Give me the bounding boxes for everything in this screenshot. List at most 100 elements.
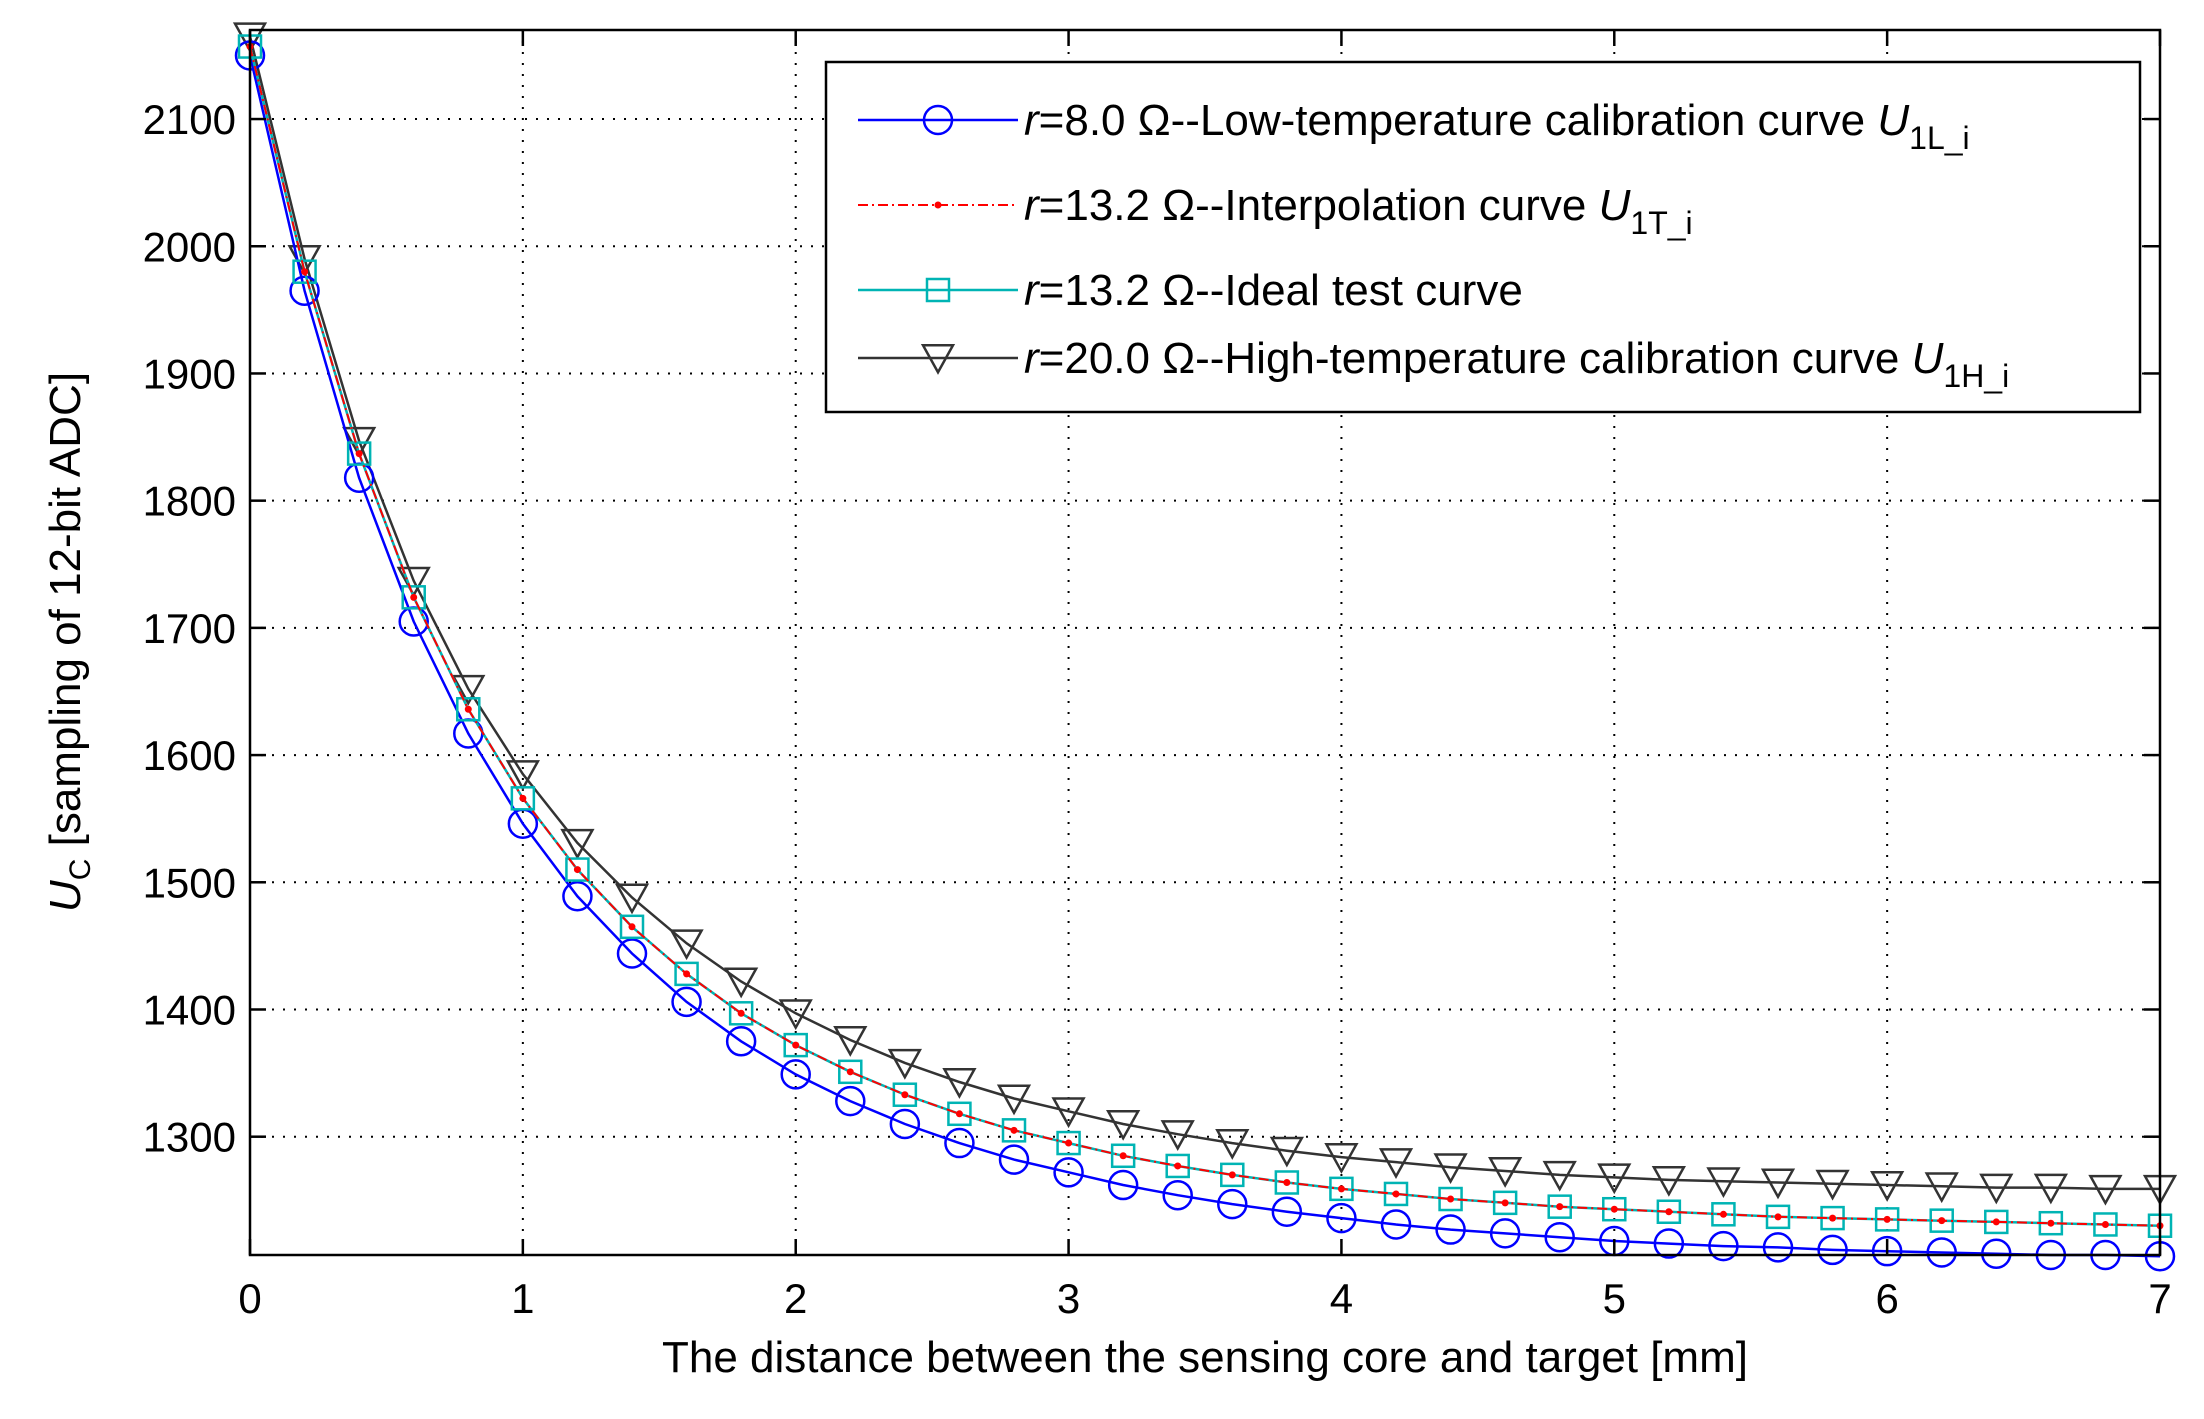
legend: r=8.0 Ω--Low-temperature calibration cur… bbox=[824, 60, 2142, 414]
y-tick-label: 1800 bbox=[143, 478, 236, 525]
legend-label-text: =13.2 Ω--Interpolation curve bbox=[1039, 181, 1599, 230]
data-point-dot bbox=[901, 1091, 909, 1099]
series-3 bbox=[232, 22, 2178, 1206]
legend-entry-1: r=13.2 Ω--Interpolation curve U1T_i bbox=[858, 181, 1693, 241]
legend-label-var: U bbox=[1599, 181, 1631, 230]
data-point-triangle bbox=[1706, 1167, 1741, 1199]
y-tick-label: 1500 bbox=[143, 859, 236, 906]
data-point-triangle bbox=[1542, 1160, 1577, 1192]
legend-label-sub: 1T_i bbox=[1630, 205, 1692, 241]
data-point-circle bbox=[1489, 1218, 1521, 1249]
legend-label-var: U bbox=[1912, 334, 1944, 383]
data-point-dot bbox=[573, 866, 581, 874]
legend-entry-2: r=13.2 Ω--Ideal test curve bbox=[858, 266, 1523, 315]
data-point-triangle bbox=[1215, 1129, 1250, 1160]
data-point-dot bbox=[737, 1009, 745, 1017]
data-point-dot bbox=[1228, 1171, 1236, 1179]
data-point-dot bbox=[1719, 1210, 1727, 1218]
data-point-triangle bbox=[1488, 1157, 1523, 1188]
data-point-square bbox=[1492, 1190, 1518, 1216]
data-point-dot bbox=[934, 201, 942, 209]
data-point-dot bbox=[1774, 1213, 1782, 1221]
data-point-dot bbox=[1010, 1126, 1018, 1134]
data-point-circle bbox=[1762, 1232, 1794, 1263]
data-point-dot bbox=[683, 970, 691, 978]
data-point-circle bbox=[835, 1085, 866, 1117]
data-point-triangle bbox=[1815, 1169, 1850, 1201]
plot-frame bbox=[248, 28, 2162, 1257]
data-point-dot bbox=[1556, 1203, 1564, 1211]
data-point-triangle bbox=[1924, 1172, 1959, 1204]
data-point-triangle bbox=[560, 828, 595, 860]
x-tick-label: 2 bbox=[784, 1275, 807, 1322]
y-axis-sub: C bbox=[64, 859, 97, 881]
series-1 bbox=[246, 43, 2164, 1230]
data-point-dot bbox=[1337, 1185, 1345, 1193]
data-point-dot bbox=[519, 794, 527, 802]
x-tick-label: 7 bbox=[2148, 1275, 2171, 1322]
x-tick-label: 1 bbox=[511, 1275, 534, 1322]
data-point-circle bbox=[922, 104, 954, 136]
series-line bbox=[249, 46, 2161, 1227]
data-point-dot bbox=[955, 1110, 963, 1118]
legend-label-italic: r bbox=[1024, 96, 1041, 145]
data-point-square bbox=[1110, 1143, 1136, 1169]
legend-label: r=8.0 Ω--Low-temperature calibration cur… bbox=[1024, 96, 1970, 156]
data-point-triangle bbox=[2088, 1174, 2123, 1206]
data-point-triangle bbox=[1160, 1120, 1195, 1151]
data-point-triangle bbox=[724, 967, 759, 999]
data-point-triangle bbox=[996, 1084, 1032, 1116]
data-point-dot bbox=[628, 923, 636, 931]
data-point-dot bbox=[1447, 1195, 1455, 1203]
legend-entry-3: r=20.0 Ω--High-temperature calibration c… bbox=[858, 334, 2009, 394]
data-point-square bbox=[1274, 1170, 1300, 1195]
data-point-square bbox=[1001, 1118, 1027, 1143]
x-tick-label: 3 bbox=[1057, 1275, 1080, 1322]
data-point-triangle bbox=[1269, 1136, 1304, 1168]
data-point-square bbox=[565, 857, 590, 882]
legend-label: r=13.2 Ω--Interpolation curve U1T_i bbox=[1024, 181, 1693, 241]
x-tick-label: 0 bbox=[238, 1275, 261, 1322]
y-tick-label: 1900 bbox=[143, 350, 236, 397]
data-point-circle bbox=[1871, 1235, 1903, 1267]
data-point-circle bbox=[289, 275, 320, 307]
data-point-square bbox=[783, 1032, 808, 1058]
legend-label-text: =20.0 Ω--High-temperature calibration cu… bbox=[1039, 334, 1912, 383]
data-point-square bbox=[1056, 1130, 1081, 1156]
data-point-square bbox=[674, 961, 699, 987]
data-point-triangle bbox=[451, 674, 486, 706]
x-tick-label: 6 bbox=[1875, 1275, 1898, 1322]
data-point-square bbox=[2093, 1212, 2118, 1237]
data-point-circle bbox=[1107, 1169, 1139, 1201]
data-point-dot bbox=[1392, 1190, 1400, 1198]
data-point-dot bbox=[1883, 1215, 1891, 1223]
data-point-square bbox=[728, 1001, 754, 1026]
data-point-square bbox=[925, 277, 951, 303]
y-tick-label: 1700 bbox=[143, 605, 236, 652]
data-point-circle bbox=[1544, 1221, 1575, 1253]
data-point-circle bbox=[1217, 1188, 1248, 1220]
data-point-dot bbox=[792, 1041, 800, 1049]
data-point-dot bbox=[1938, 1217, 1946, 1225]
y-tick-label: 2100 bbox=[143, 96, 236, 143]
data-point-square bbox=[292, 259, 317, 284]
data-point-triangle bbox=[614, 883, 650, 915]
legend-label: r=20.0 Ω--High-temperature calibration c… bbox=[1024, 334, 2009, 394]
data-point-circle bbox=[998, 1144, 1030, 1175]
data-point-dot bbox=[1665, 1208, 1673, 1216]
data-point-triangle bbox=[1106, 1109, 1141, 1141]
data-point-square bbox=[346, 441, 372, 466]
legend-label-italic: r bbox=[1024, 181, 1041, 230]
x-axis-title: The distance between the sensing core an… bbox=[662, 1333, 1748, 1382]
data-point-circle bbox=[616, 938, 648, 969]
data-point-square bbox=[838, 1059, 863, 1085]
data-point-circle bbox=[1435, 1214, 1466, 1245]
data-point-circle bbox=[1981, 1238, 2012, 1269]
data-point-circle bbox=[1271, 1196, 1303, 1227]
y-axis-var: U bbox=[41, 880, 90, 912]
data-point-dot bbox=[410, 593, 418, 601]
data-point-circle bbox=[725, 1026, 757, 1057]
data-point-square bbox=[1165, 1153, 1190, 1179]
data-point-triangle bbox=[505, 760, 540, 791]
